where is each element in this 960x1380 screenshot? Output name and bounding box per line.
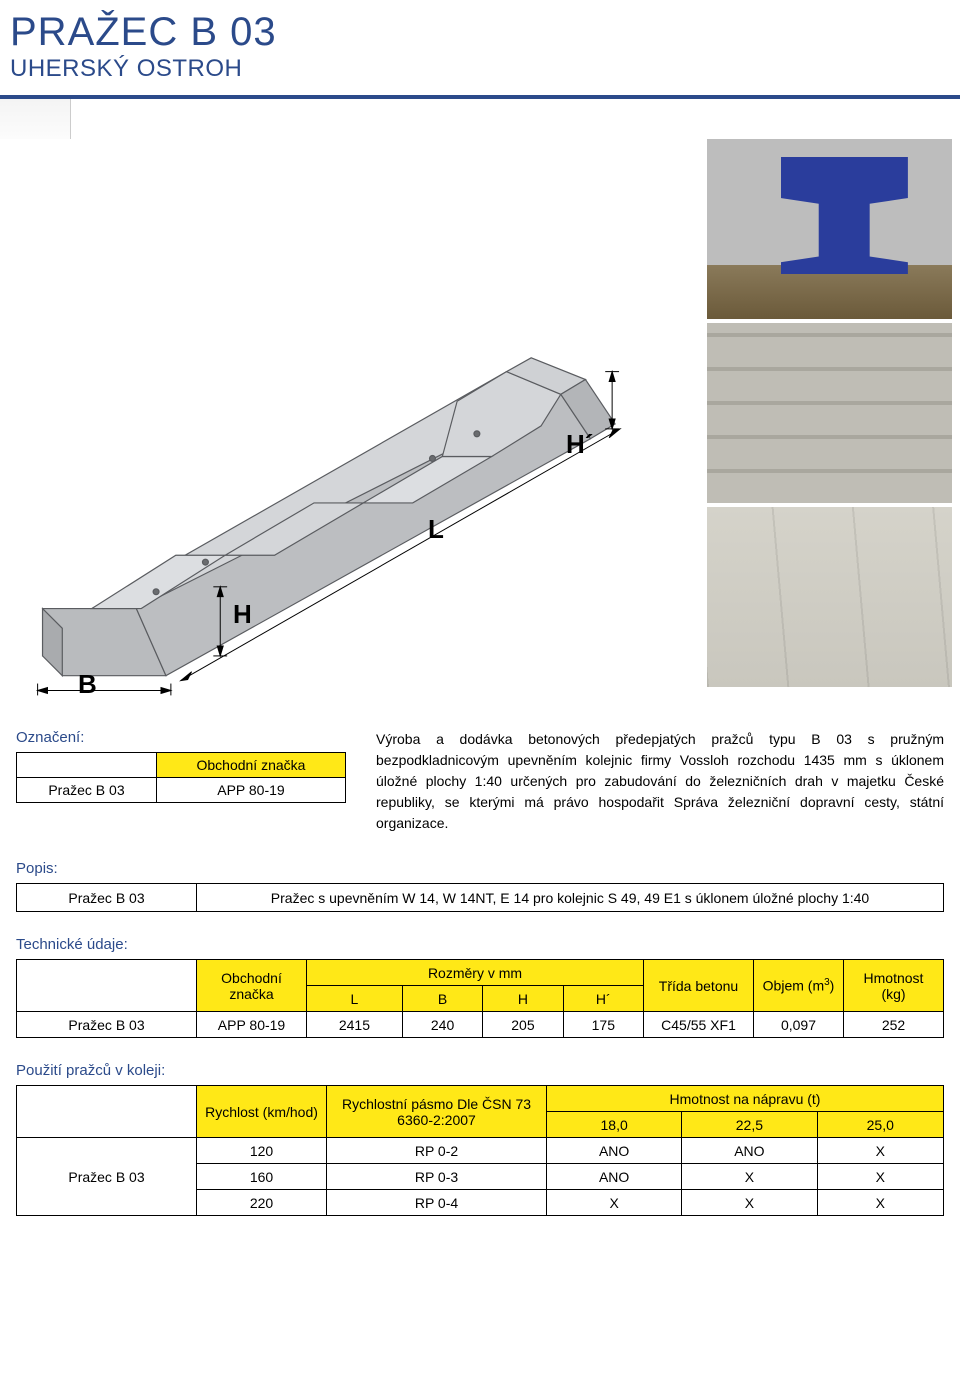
- th-naprava: Hmotnost na nápravu (t): [547, 1086, 944, 1112]
- tab-spacer: [0, 99, 960, 139]
- oznaceni-table: Obchodní značka Pražec B 03 APP 80-19: [16, 752, 346, 803]
- dim-label-H: H: [233, 599, 252, 630]
- sleeper-diagram: B H L H´: [8, 139, 699, 699]
- tech-objem: 0,097: [754, 1012, 844, 1038]
- popis-name: Pražec B 03: [17, 884, 197, 912]
- th-B: B: [402, 986, 482, 1012]
- tech-row: Pražec B 03 APP 80-19 2415 240 205 175 C…: [17, 1012, 944, 1038]
- usage-label: Použití pražců v koleji:: [16, 1062, 944, 1079]
- dim-label-B: B: [78, 669, 97, 700]
- product-photo-sleepers: [707, 507, 952, 687]
- tech-code: APP 80-19: [197, 1012, 307, 1038]
- th-pasmo: Rychlostní pásmo Dle ČSN 73 6360-2:2007: [327, 1086, 547, 1138]
- page-subtitle: UHERSKÝ OSTROH: [10, 55, 960, 83]
- th-obchodni: Obchodní značka: [197, 960, 307, 1012]
- product-photo-rail: [707, 139, 952, 319]
- th-c2: 22,5: [682, 1112, 817, 1138]
- usage-table: Rychlost (km/hod) Rychlostní pásmo Dle Č…: [16, 1085, 944, 1216]
- popis-label: Popis:: [16, 860, 944, 877]
- page-title: PRAŽEC B 03: [10, 10, 960, 55]
- side-image-column: [707, 139, 952, 699]
- tech-trida: C45/55 XF1: [644, 1012, 754, 1038]
- oznaceni-code: APP 80-19: [156, 778, 345, 803]
- oznaceni-name: Pražec B 03: [17, 778, 157, 803]
- th-rozmery: Rozměry v mm: [307, 960, 644, 986]
- th-Hprime: H´: [563, 986, 643, 1012]
- page-header: PRAŽEC B 03 UHERSKÝ OSTROH: [0, 0, 960, 83]
- dim-label-Hprime: H´: [566, 429, 593, 460]
- th-H: H: [483, 986, 563, 1012]
- oznaceni-col-header: Obchodní značka: [156, 753, 345, 778]
- tech-Hprime: 175: [563, 1012, 643, 1038]
- usage-name: Pražec B 03: [17, 1138, 197, 1216]
- popis-text: Pražec s upevněním W 14, W 14NT, E 14 pr…: [197, 884, 944, 912]
- th-rychlost: Rychlost (km/hod): [197, 1086, 327, 1138]
- th-hmotnost: Hmotnost (kg): [844, 960, 944, 1012]
- popis-table: Pražec B 03 Pražec s upevněním W 14, W 1…: [16, 883, 944, 912]
- th-L: L: [307, 986, 403, 1012]
- th-c3: 25,0: [817, 1112, 943, 1138]
- tech-L: 2415: [307, 1012, 403, 1038]
- dim-label-L: L: [428, 514, 444, 545]
- tech-label: Technické údaje:: [16, 936, 944, 953]
- oznaceni-label: Označení:: [16, 729, 346, 746]
- tech-H: 205: [483, 1012, 563, 1038]
- description-paragraph: Výroba a dodávka betonových předepjatých…: [376, 729, 944, 834]
- th-objem: Objem (m3): [754, 960, 844, 1012]
- product-photo-stack: [707, 323, 952, 503]
- th-c1: 18,0: [547, 1112, 682, 1138]
- tech-name: Pražec B 03: [17, 1012, 197, 1038]
- tech-B: 240: [402, 1012, 482, 1038]
- th-trida: Třída betonu: [644, 960, 754, 1012]
- tech-table: Obchodní značka Rozměry v mm Třída beton…: [16, 959, 944, 1038]
- tech-hmotnost: 252: [844, 1012, 944, 1038]
- usage-row: Pražec B 03 120 RP 0-2 ANO ANO X: [17, 1138, 944, 1164]
